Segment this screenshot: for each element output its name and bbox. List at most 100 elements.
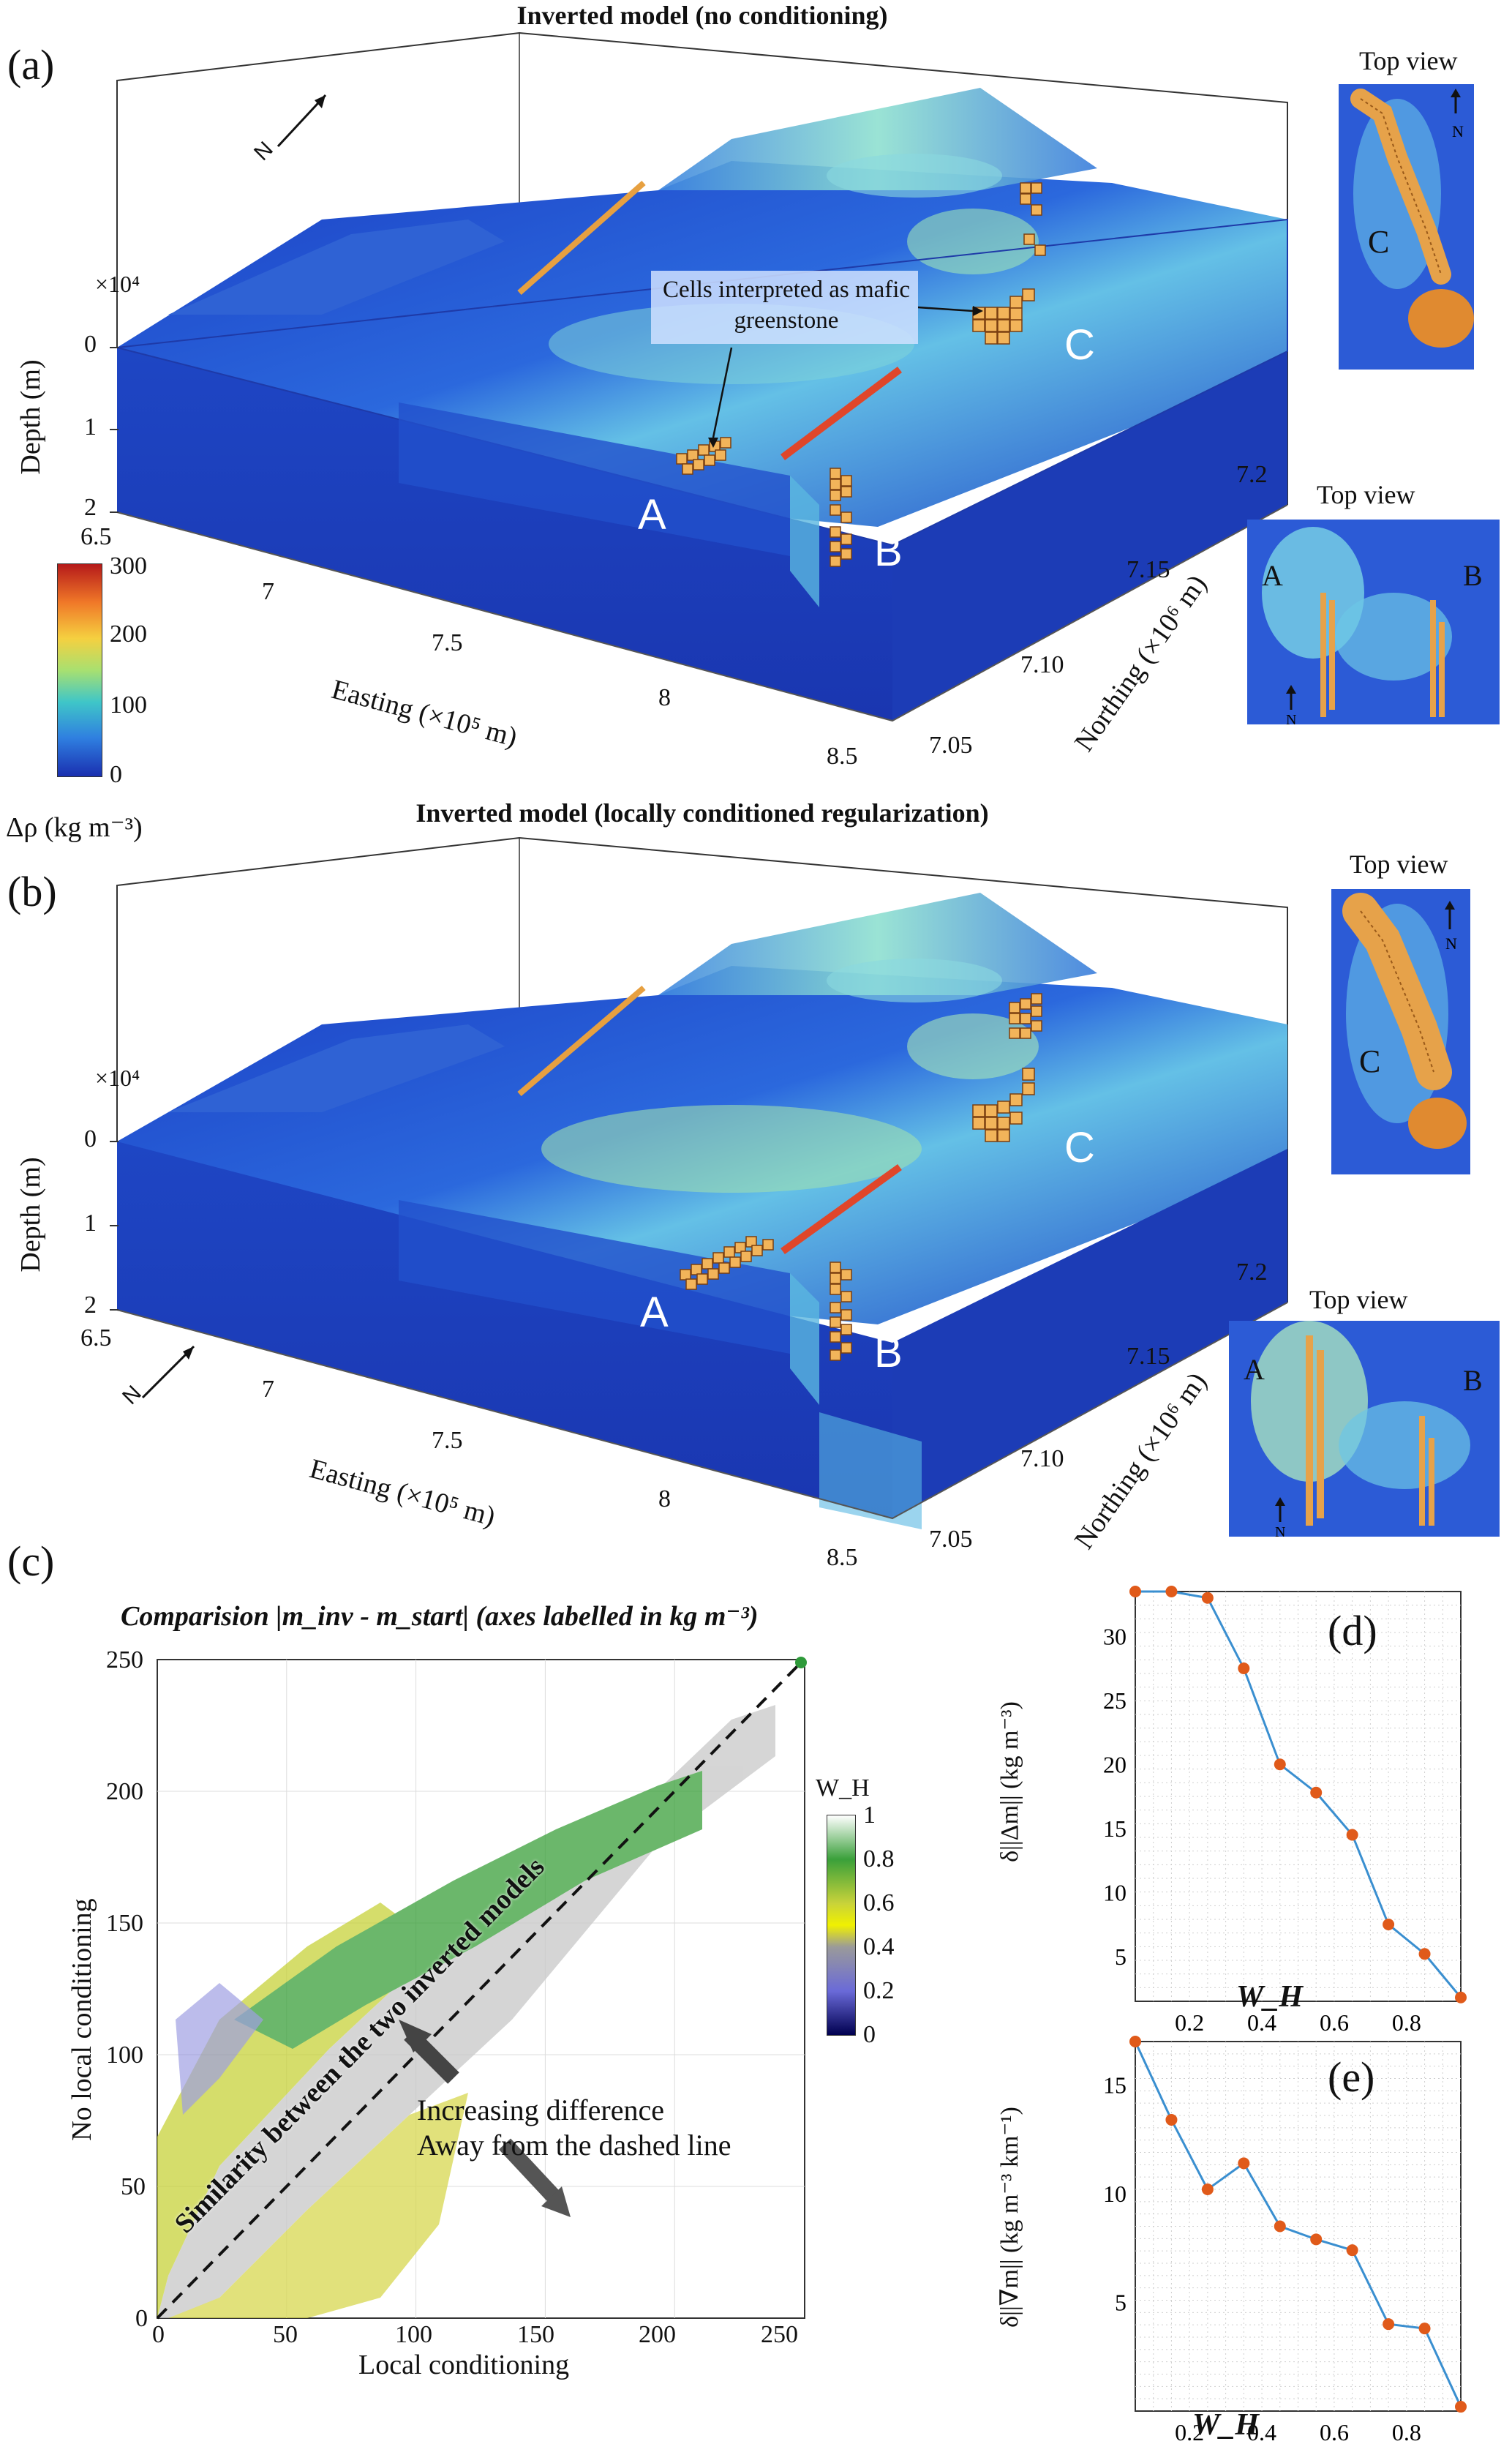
northing-tick-0: 7.05 (929, 732, 973, 759)
wh-tick-08: 0.8 (863, 1845, 895, 1873)
easting-tick-b-1: 7 (262, 1376, 274, 1403)
panel-a-colorbar (57, 563, 102, 777)
y-tick-label: 5 (1115, 1943, 1127, 1970)
data-point (1346, 1829, 1358, 1841)
colorbar-tick-300: 300 (110, 552, 147, 580)
easting-tick-1: 7 (262, 578, 274, 605)
wh-colorbar (827, 1815, 856, 2036)
wh-tick-1: 1 (863, 1802, 876, 1829)
c-xtick-5: 250 (761, 2321, 798, 2348)
svg-text:N: N (1286, 712, 1296, 724)
c-xtick-2: 100 (395, 2321, 432, 2348)
y-tick-label: 15 (1103, 1815, 1127, 1842)
easting-tick-4: 8.5 (827, 743, 858, 770)
c-ytick-0: 0 (135, 2305, 148, 2332)
svg-text:N: N (1452, 122, 1464, 140)
depth-tick-b-2: 2 (84, 1292, 97, 1319)
easting-tick-2: 7.5 (432, 629, 463, 656)
depth-tick-0: 0 (84, 331, 97, 358)
wh-colorbar-title: W_H (816, 1774, 870, 1802)
data-point (1346, 2244, 1358, 2257)
panel-a-topview-title-2: Top view (1317, 480, 1415, 509)
data-point (1455, 1991, 1467, 2003)
y-tick-label: 15 (1103, 2072, 1127, 2098)
series-line (1135, 1590, 1462, 1998)
svg-text:B: B (1463, 559, 1483, 592)
y-tick-label: 30 (1103, 1623, 1127, 1649)
easting-tick-b-4: 8.5 (827, 1544, 858, 1571)
panel-d-ylabel: δ||Δm|| (kg m⁻³) (996, 1701, 1023, 1862)
panel-b-3d-model (110, 836, 1288, 1529)
panel-c-ylabel: No local conditioning (67, 1898, 97, 2141)
panel-e-ylabel: δ||∇m|| (kg m⁻³ km⁻¹) (996, 2107, 1023, 2328)
wh-tick-04: 0.4 (863, 1933, 895, 1960)
panels-d-e-charts: 0.2 0.4 0.6 0.8 5 10 15 20 25 30 0.2 0.4 0.6 0.8 5 10 1… (1103, 1586, 1467, 2444)
label-a: A (638, 491, 666, 539)
colorbar-tick-0: 0 (110, 761, 122, 788)
x-tick-label: 0.4 (1247, 2009, 1276, 2036)
northing-tick-b-3: 7.2 (1236, 1259, 1268, 1286)
colorbar-tick-200: 200 (110, 621, 147, 648)
difference-note-1: Increasing difference (417, 2093, 664, 2126)
data-point (1165, 1586, 1178, 1597)
easting-tick-b-0: 6.5 (80, 1324, 112, 1352)
panel-d-xlabel: W_H (1236, 1980, 1304, 2014)
label-b: B (874, 528, 903, 575)
x-tick-label: 0.8 (1392, 2419, 1421, 2444)
panel-a-topview-c: N C (1339, 84, 1474, 370)
svg-text:C: C (1368, 224, 1389, 260)
northing-tick-b-2: 7.15 (1127, 1343, 1170, 1370)
data-point (1201, 2184, 1214, 2195)
easting-tick-b-3: 8 (658, 1485, 671, 1512)
data-point (1383, 2318, 1395, 2331)
panel-b-title: Inverted model (locally conditioned regu… (415, 798, 989, 828)
panel-a-letter: (a) (7, 41, 55, 89)
data-point (1274, 1758, 1286, 1771)
label-b-b: B (874, 1329, 903, 1376)
svg-text:A: A (1244, 1353, 1265, 1386)
wh-tick-02: 0.2 (863, 1977, 895, 2004)
x-tick-label: 0.4 (1247, 2419, 1276, 2444)
data-point (1418, 1948, 1431, 1960)
depth-tick-b-1: 1 (84, 1210, 97, 1237)
svg-text:A: A (1262, 559, 1283, 592)
label-b-a: A (640, 1289, 669, 1336)
data-point (1238, 2157, 1250, 2170)
y-tick-label: 10 (1103, 1879, 1127, 1905)
difference-note-2: Away from the dashed line (417, 2129, 731, 2162)
data-point (1274, 2220, 1286, 2233)
c-ytick-1: 50 (121, 2173, 146, 2200)
wh-tick-0: 0 (863, 2021, 876, 2048)
panel-e-xlabel: W_H (1192, 2408, 1260, 2442)
panel-d-letter: (d) (1328, 1607, 1377, 1654)
y-tick-label: 5 (1115, 2289, 1127, 2315)
panel-b-topview-title-2: Top view (1309, 1285, 1408, 1314)
northing-tick-2: 7.15 (1127, 556, 1170, 583)
colorbar-tick-100: 100 (110, 691, 147, 719)
data-point (1383, 1919, 1395, 1930)
x-tick-label: 0.2 (1175, 2419, 1204, 2444)
panel-c-xlabel: Local conditioning (358, 2350, 570, 2380)
panel-a-topview-title-1: Top view (1359, 46, 1458, 75)
label-b-c: C (1064, 1124, 1095, 1172)
data-point (1201, 1592, 1214, 1604)
wh-tick-06: 0.6 (863, 1889, 895, 1916)
panel-a-title: Inverted model (no conditioning) (516, 1, 888, 30)
depth-axis-label-b: Depth (m) (15, 1157, 46, 1272)
northing-tick-1: 7.10 (1020, 651, 1064, 678)
panel-b-topview-title-1: Top view (1350, 850, 1448, 879)
x-tick-label: 0.8 (1392, 2009, 1421, 2036)
c-xtick-0: 0 (152, 2321, 165, 2348)
easting-tick-b-2: 7.5 (432, 1427, 463, 1454)
svg-text:N: N (1275, 1524, 1285, 1537)
c-xtick-3: 150 (517, 2321, 554, 2348)
annotation-text: Cells interpreted as mafic greenstone (662, 277, 911, 334)
easting-tick-3: 8 (658, 684, 671, 711)
depth-tick-1: 1 (84, 413, 97, 441)
data-point (1310, 1786, 1323, 1799)
c-ytick-5: 250 (106, 1646, 143, 1673)
data-point (1165, 2113, 1178, 2126)
panel-c-letter: (c) (7, 1537, 55, 1585)
panel-b-topview-ab: N A B (1229, 1321, 1500, 1537)
depth-scale-b: ×10⁴ (95, 1065, 140, 1091)
